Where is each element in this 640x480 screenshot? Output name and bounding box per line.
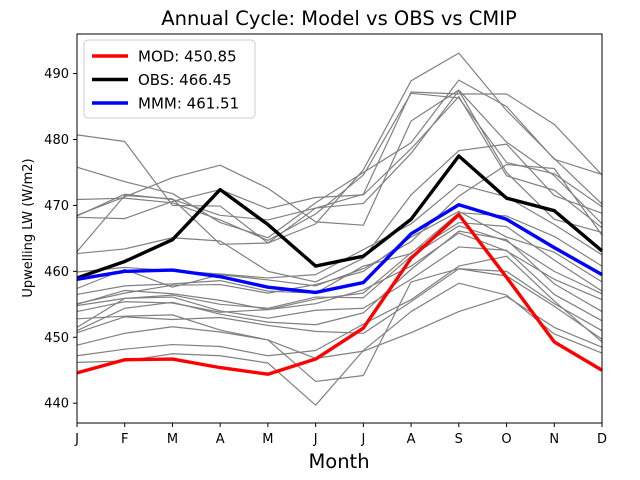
plot-lines xyxy=(76,52,604,406)
cmip-model-line xyxy=(76,212,603,296)
cmip-model-line xyxy=(76,268,603,334)
legend-box xyxy=(83,39,256,119)
x-tick-label: S xyxy=(455,432,463,447)
cmip-model-line xyxy=(76,79,603,239)
cmip-model-line xyxy=(76,282,603,406)
mmm-series-line xyxy=(76,203,603,295)
mmm-legend-label: MMM: 461.51 xyxy=(138,95,239,113)
cmip-model-line xyxy=(76,295,603,359)
legend: MOD: 450.85 OBS: 466.45 MMM: 461.51 xyxy=(83,39,256,119)
x-axis-label: Month xyxy=(308,450,369,473)
cmip-model-line xyxy=(76,255,603,357)
chart-title: Annual Cycle: Model vs OBS vs CMIP xyxy=(161,7,517,30)
cmip-model-line xyxy=(76,210,603,305)
y-tick-label: 480 xyxy=(44,133,69,148)
cmip-model-line xyxy=(76,90,603,252)
x-tick-label: M xyxy=(167,432,178,447)
x-tick-label: M xyxy=(262,432,273,447)
x-tick-label: J xyxy=(360,432,365,447)
x-tick-label: A xyxy=(216,432,225,447)
x-tick-label: A xyxy=(407,432,416,447)
cmip-model-line xyxy=(76,221,603,311)
obs-series-line xyxy=(76,154,604,280)
y-tick-label: 450 xyxy=(44,331,69,346)
x-tick-label: N xyxy=(549,432,559,447)
cmip-model-line xyxy=(76,52,603,244)
y-tick-label: 470 xyxy=(44,199,69,214)
cmip-model-line xyxy=(76,89,603,226)
y-tick-label: 490 xyxy=(44,67,69,82)
cmip-model-line xyxy=(76,268,603,383)
x-tick-label: O xyxy=(501,432,511,447)
plot-frame xyxy=(76,33,603,424)
cmip-model-line xyxy=(76,225,603,309)
mod-series-line xyxy=(76,212,603,376)
cmip-model-line xyxy=(76,246,603,328)
cmip-model-line xyxy=(76,96,603,229)
cmip-model-line xyxy=(76,92,603,241)
mod-legend-label: MOD: 450.85 xyxy=(138,48,237,66)
y-axis-label: Upwelling LW (W/m2) xyxy=(21,158,36,297)
y-tick-label: 460 xyxy=(44,265,69,280)
y-tick-label: 440 xyxy=(44,397,69,412)
x-tick-label: D xyxy=(597,432,607,447)
cmip-model-line xyxy=(76,230,603,332)
x-tick-label: F xyxy=(121,432,128,447)
x-tick-label: J xyxy=(313,432,318,447)
x-tick-label: J xyxy=(74,432,79,447)
axis-ticks: J F M A M J J A S O N D 440 450 460 470 480 490 xyxy=(44,67,607,447)
cmip-model-line xyxy=(76,143,603,283)
obs-legend-label: OBS: 466.45 xyxy=(138,71,232,89)
